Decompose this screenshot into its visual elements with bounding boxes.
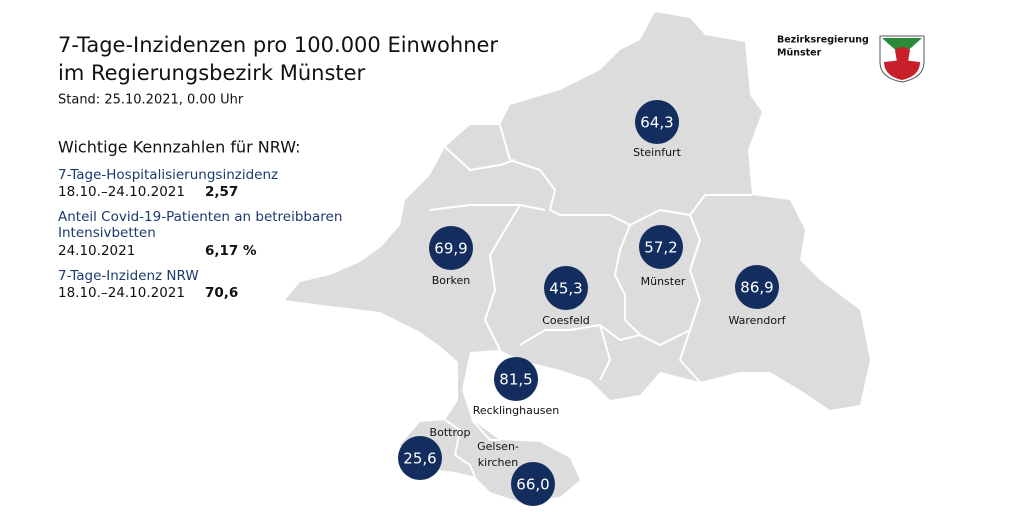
district-borders bbox=[429, 124, 752, 478]
marker bbox=[639, 225, 683, 269]
key-value: 70,6 bbox=[205, 285, 238, 301]
key-value: 6,17 % bbox=[205, 243, 257, 259]
district-name: Münster bbox=[641, 275, 686, 288]
stand: Stand: 25.10.2021, 0.00 Uhr bbox=[58, 93, 244, 108]
marker bbox=[429, 226, 473, 270]
map bbox=[285, 12, 870, 502]
district-name: Steinfurt bbox=[633, 146, 681, 159]
key-label: Anteil Covid-19-Patienten an betreibbare… bbox=[58, 209, 342, 225]
region-shape bbox=[285, 12, 870, 502]
marker bbox=[398, 436, 442, 480]
incidence: 69,9 bbox=[434, 240, 467, 258]
key-date: 18.10.–24.10.2021 bbox=[58, 184, 185, 200]
logo: Bezirksregierung Münster bbox=[777, 35, 925, 83]
incidence: 25,6 bbox=[403, 450, 436, 468]
logo-text: Bezirksregierung bbox=[777, 35, 869, 46]
marker bbox=[544, 266, 588, 310]
marker bbox=[735, 265, 779, 309]
marker bbox=[511, 462, 555, 506]
shield-part bbox=[884, 60, 920, 80]
key-label: Intensivbetten bbox=[58, 225, 156, 241]
district-name: Bottrop bbox=[430, 426, 471, 439]
key-label: 7-Tage-Inzidenz NRW bbox=[58, 268, 199, 284]
incidence: 45,3 bbox=[549, 280, 582, 298]
key-heading: Wichtige Kennzahlen für NRW: bbox=[58, 138, 300, 157]
incidence: 64,3 bbox=[640, 114, 673, 132]
district-markers: 64,3 Steinfurt 69,9 Borken 45,3 Coesfeld 57… bbox=[398, 100, 787, 506]
key-value: 2,57 bbox=[205, 184, 238, 200]
title-line: im Regierungsbezirk Münster bbox=[58, 61, 366, 85]
district-name: Warendorf bbox=[728, 314, 786, 327]
shield-part bbox=[895, 47, 910, 62]
key-date: 18.10.–24.10.2021 bbox=[58, 285, 185, 301]
district-name: Coesfeld bbox=[542, 314, 590, 327]
district-name: Borken bbox=[432, 274, 471, 287]
title-line: 7-Tage-Inzidenzen pro 100.000 Einwohner bbox=[58, 33, 498, 57]
key-date: 24.10.2021 bbox=[58, 243, 135, 259]
marker bbox=[635, 100, 679, 144]
incidence: 81,5 bbox=[499, 371, 532, 389]
incidence: 66,0 bbox=[516, 476, 549, 494]
district-name: Recklinghausen bbox=[473, 404, 560, 417]
incidence: 86,9 bbox=[740, 279, 773, 297]
shield-part bbox=[882, 38, 922, 56]
incidence: 57,2 bbox=[644, 239, 677, 257]
district-name: Gelsen- bbox=[477, 440, 519, 453]
logo-text: Münster bbox=[777, 48, 822, 59]
marker bbox=[494, 357, 538, 401]
key-label: 7-Tage-Hospitalisierungsinzidenz bbox=[58, 167, 278, 183]
district-name: kirchen bbox=[478, 456, 518, 469]
